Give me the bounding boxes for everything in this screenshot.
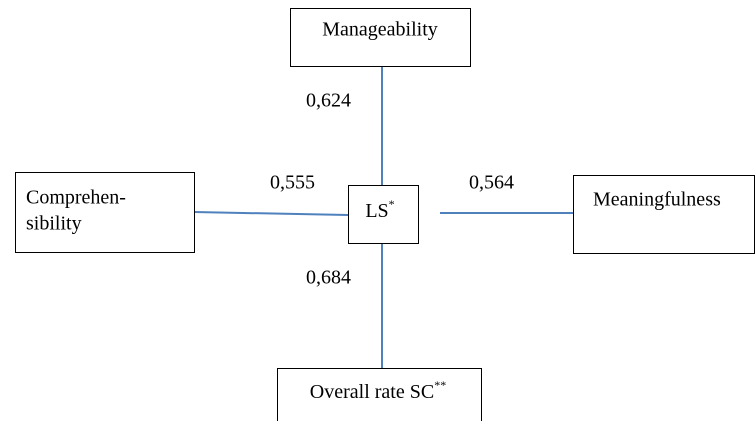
connector — [193, 211, 349, 216]
node-label: Overall rate SC** — [310, 378, 446, 403]
edge-label: 0,684 — [306, 267, 351, 289]
node-label: Manageability — [322, 19, 438, 41]
node-label-text: Overall rate SC — [310, 381, 434, 403]
node-label: LS* — [365, 197, 394, 222]
edge-label: 0,555 — [270, 172, 315, 194]
node-box — [277, 368, 482, 421]
node-label-text: LS — [365, 200, 388, 222]
edge-label: 0,624 — [306, 90, 351, 112]
node-label: Comprehen- — [26, 187, 126, 209]
node-label-sup: * — [389, 197, 395, 211]
node-box — [290, 8, 471, 67]
node-box — [348, 185, 419, 244]
node-label-sup: ** — [434, 378, 446, 392]
node-box — [15, 172, 195, 253]
edge-label: 0,564 — [469, 172, 514, 194]
node-label: Meaningfulness — [593, 189, 721, 211]
node-label: sibility — [26, 213, 82, 235]
node-box — [573, 175, 755, 254]
